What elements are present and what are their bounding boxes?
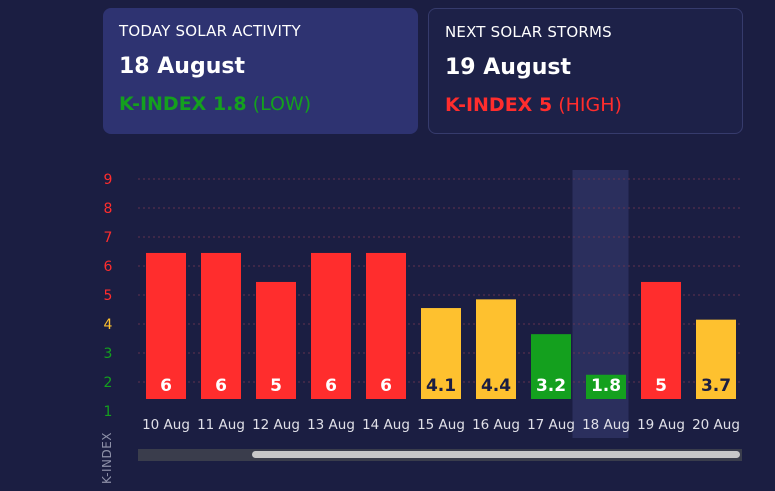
next-card-kindex: K-INDEX 5 (HIGH) (445, 94, 726, 116)
today-card-date: 18 August (119, 54, 245, 79)
bar (311, 252, 351, 399)
x-tick-label: 18 Aug (582, 417, 630, 433)
bar-data-label: 3.2 (536, 376, 566, 396)
today-activity-card: TODAY SOLAR ACTIVITY 18 August K-INDEX 1… (103, 8, 418, 134)
y-tick-label: 5 (104, 288, 113, 304)
y-tick-label: 6 (104, 259, 113, 275)
bar-data-label: 4.4 (481, 376, 511, 396)
x-tick-label: 15 Aug (417, 417, 465, 433)
bar-data-label: 6 (380, 376, 392, 396)
today-card-kindex: K-INDEX 1.8 (LOW) (119, 93, 402, 115)
bar-data-label: 1.8 (591, 376, 621, 396)
bar (476, 299, 516, 399)
bar (201, 252, 241, 399)
kindex-bar-chart: 1 2 3 4 5 6 7 8 9 6 10 Aug 6 11 Aug 5 12 Aug 6 13 Aug 6 14… (104, 170, 742, 438)
x-tick-label: 20 Aug (692, 417, 740, 433)
next-card-date: 19 August (445, 55, 571, 80)
bar-data-label: 6 (325, 376, 337, 396)
y-tick-label: 2 (104, 375, 113, 391)
y-tick-label: 8 (104, 201, 113, 217)
bar (696, 319, 736, 399)
bar-data-label: 4.1 (426, 376, 456, 396)
bar-data-label: 6 (215, 376, 227, 396)
x-tick-label: 19 Aug (637, 417, 685, 433)
today-card-label: TODAY SOLAR ACTIVITY (119, 22, 301, 40)
bar (366, 252, 406, 399)
bar (256, 281, 296, 399)
bar (146, 252, 186, 399)
x-tick-label: 16 Aug (472, 417, 520, 433)
bar (586, 374, 626, 399)
y-tick-label: 1 (104, 404, 113, 420)
chart-scrollbar-thumb[interactable] (252, 451, 740, 458)
bar-data-label: 6 (160, 376, 172, 396)
bar (531, 334, 571, 399)
today-kindex-value: K-INDEX 1.8 (119, 93, 247, 115)
bar-data-label: 5 (270, 376, 282, 396)
x-tick-label: 10 Aug (142, 417, 190, 433)
y-axis-label: K-INDEX (100, 432, 114, 484)
y-tick-label: 4 (104, 317, 113, 333)
y-tick-label: 7 (104, 230, 113, 246)
x-tick-label: 13 Aug (307, 417, 355, 433)
bar-data-label: 5 (655, 376, 667, 396)
next-storms-card: NEXT SOLAR STORMS 19 August K-INDEX 5 (H… (428, 8, 743, 134)
x-tick-label: 11 Aug (197, 417, 245, 433)
bar (641, 281, 681, 399)
x-tick-label: 12 Aug (252, 417, 300, 433)
bar (421, 308, 461, 399)
next-kindex-value: K-INDEX 5 (445, 94, 553, 116)
x-tick-label: 17 Aug (527, 417, 575, 433)
y-tick-label: 3 (104, 346, 113, 362)
next-card-label: NEXT SOLAR STORMS (445, 23, 612, 41)
x-tick-label: 14 Aug (362, 417, 410, 433)
next-kindex-level: (HIGH) (558, 94, 622, 116)
y-tick-label: 9 (104, 172, 113, 188)
today-kindex-level: (LOW) (252, 93, 312, 115)
bar-data-label: 3.7 (701, 376, 731, 396)
